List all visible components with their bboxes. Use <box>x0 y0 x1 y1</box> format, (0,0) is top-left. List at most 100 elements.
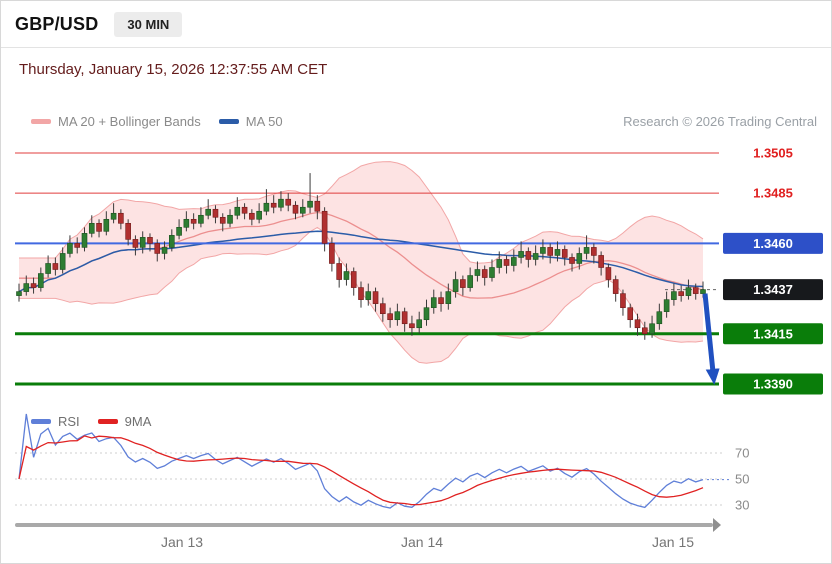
forecast-arrow-icon <box>702 293 720 385</box>
symbol-title: GBP/USD <box>15 13 99 34</box>
bollinger-band-fill <box>19 161 703 364</box>
candle-down <box>678 291 684 296</box>
candle-down <box>692 287 699 294</box>
price-level-text: 1.3415 <box>753 326 793 341</box>
candle-up <box>423 307 430 321</box>
candle-down <box>329 243 335 264</box>
candle-up <box>518 251 524 258</box>
candle-down <box>605 267 612 280</box>
candle-up <box>445 291 452 304</box>
candle-up <box>176 227 182 236</box>
price-level-badge-1.3437 <box>723 279 823 301</box>
candle-up <box>59 253 66 270</box>
candle-down <box>292 204 299 214</box>
candle-up <box>263 202 270 212</box>
candle-up <box>139 237 146 248</box>
candle-up <box>496 259 503 268</box>
candle-down <box>561 249 568 258</box>
candle-up <box>205 208 211 216</box>
candle-down <box>620 293 626 308</box>
candle-up <box>430 297 437 308</box>
candle-down <box>525 251 532 260</box>
rsi-9ma-line <box>18 435 704 506</box>
price-level-badge-1.3460 <box>723 232 823 254</box>
ma50-swatch-icon <box>218 119 239 124</box>
ma20-bollinger-swatch-icon <box>31 119 51 124</box>
candle-up <box>394 311 401 321</box>
candle-down <box>314 200 321 212</box>
price-level-text: 1.3485 <box>753 186 793 201</box>
legend-item-9ma: 9MA <box>97 414 151 429</box>
candle-down <box>591 247 597 256</box>
price-level-badge-1.3390 <box>723 373 823 395</box>
candle-down <box>30 283 37 288</box>
candle-down <box>481 269 488 278</box>
candle-down <box>372 291 379 304</box>
x-tick-jan-14: Jan 14 <box>400 534 444 550</box>
candle-up <box>103 218 110 232</box>
candle-up <box>81 233 88 248</box>
candle-down <box>350 271 357 288</box>
candle-down <box>358 287 364 300</box>
candle-down <box>387 313 393 321</box>
price-level-text: 1.3505 <box>753 146 793 161</box>
candle-down <box>74 243 81 248</box>
rsi-legend: RSI 9MA <box>31 414 151 429</box>
price-level-badge-1.3505 <box>723 142 823 164</box>
candle-down <box>285 198 292 206</box>
candle-up <box>23 283 30 292</box>
candle-up <box>416 319 423 329</box>
timeframe-badge[interactable]: 30 MIN <box>114 11 183 37</box>
price-legend: MA 20 + Bollinger Bands MA 50 <box>31 114 283 129</box>
candle-down <box>321 210 328 244</box>
x-tick-jan-15: Jan 15 <box>651 534 695 550</box>
candle-up <box>299 206 306 214</box>
rsi-gridline-label: 30 <box>735 498 749 513</box>
rsi-label: RSI <box>58 414 80 429</box>
candle-up <box>16 291 22 296</box>
candle-down <box>401 311 408 325</box>
candle-up <box>256 210 262 220</box>
candle-down <box>569 257 575 264</box>
rsi-gridline-label: 50 <box>735 472 749 487</box>
scrollbar-arrow-icon[interactable] <box>713 518 721 532</box>
candle-up <box>198 214 204 224</box>
bollinger-upper-line <box>19 161 704 264</box>
candle-up <box>278 198 284 208</box>
candle-down <box>380 303 386 314</box>
candle-up <box>540 247 546 254</box>
candle-down <box>460 279 466 288</box>
candle-down <box>154 243 161 254</box>
candle-up <box>88 223 95 234</box>
candle-up <box>671 291 677 300</box>
price-chart: 1.3505 1.3485 1.3460 1.3437 1.3415 1.3390 <box>15 142 823 395</box>
price-level-text: 1.3460 <box>753 236 793 251</box>
candle-down <box>634 319 641 329</box>
ma20-bollinger-label: MA 20 + Bollinger Bands <box>58 114 201 129</box>
candle-up <box>511 257 517 266</box>
price-level-badge-1.3415 <box>723 323 823 345</box>
candle-up <box>452 279 459 292</box>
candle-up <box>227 214 233 224</box>
candle-down <box>270 202 277 208</box>
candle-down <box>118 212 124 224</box>
candle-down <box>641 327 648 335</box>
candle-up <box>576 253 583 264</box>
candle-down <box>190 218 197 224</box>
candle-down <box>249 212 255 220</box>
candle-up <box>365 291 372 300</box>
candle-up <box>67 243 73 254</box>
datetime-label: Thursday, January 15, 2026 12:37:55 AM C… <box>19 61 328 78</box>
price-level-badge-1.3485 <box>723 182 823 204</box>
ma50-label: MA 50 <box>245 114 283 129</box>
rsi-gridline-label: 70 <box>735 446 749 461</box>
ma50-line <box>18 230 704 293</box>
candle-up <box>38 273 44 288</box>
candle-up <box>183 218 190 228</box>
rsi-swatch-icon <box>31 419 51 424</box>
candle-up <box>474 269 481 276</box>
candle-up <box>161 247 168 254</box>
rsi-chart: 70 50 30 <box>15 413 749 513</box>
time-scrollbar[interactable] <box>15 523 713 527</box>
